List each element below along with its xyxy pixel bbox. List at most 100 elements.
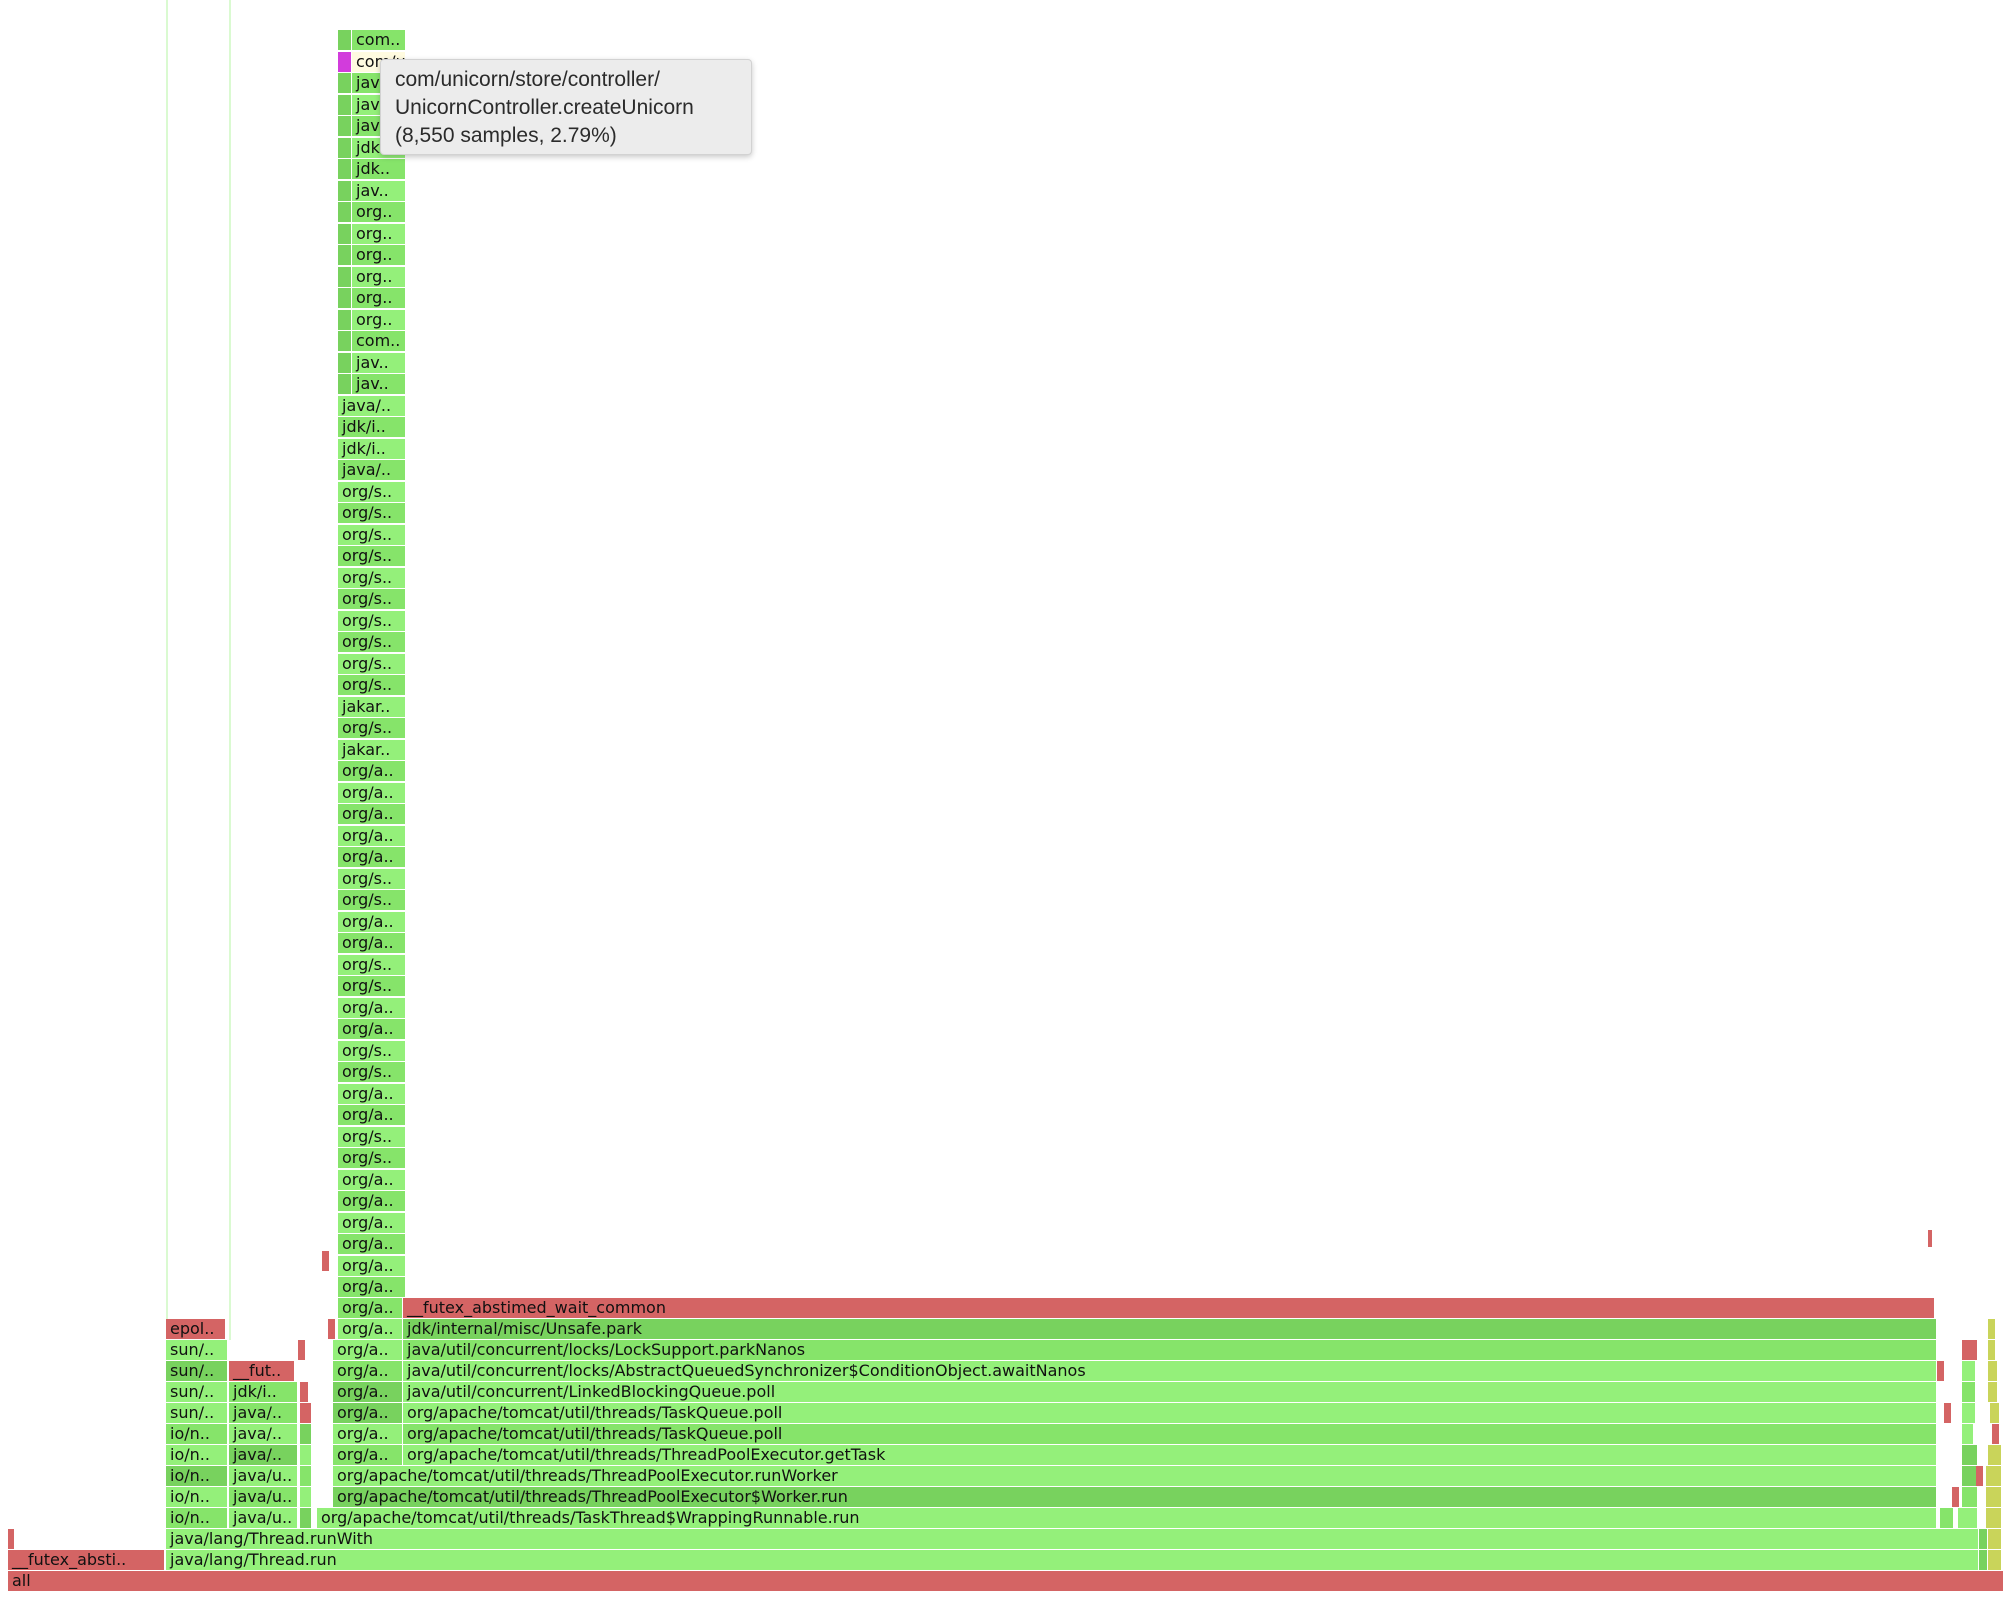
flame-frame-19[interactable]: org/apache/tomcat/util/threads/ThreadPoo…	[333, 1487, 1937, 1507]
flame-frame-45[interactable]: java/..	[229, 1403, 298, 1423]
flame-frame-59[interactable]: sun/..	[166, 1361, 228, 1381]
flame-frame-32[interactable]	[300, 1445, 312, 1465]
flame-frame-36[interactable]	[1988, 1445, 2002, 1465]
stack-frame-34[interactable]: org/s..	[338, 546, 406, 566]
flame-frame-25[interactable]	[300, 1466, 312, 1486]
flame-frame-72[interactable]: epol..	[166, 1319, 226, 1339]
stack-frame-4[interactable]: org/a..	[338, 1191, 406, 1211]
stack-frame-42[interactable]: jav..	[352, 374, 406, 394]
stack-frame-18[interactable]: org/s..	[338, 890, 406, 910]
stack-frame-26[interactable]: org/s..	[338, 718, 406, 738]
stack-frame-46[interactable]: org..	[352, 288, 406, 308]
flame-frame-75[interactable]: jdk/internal/misc/Unsafe.park	[403, 1319, 1937, 1339]
stack-frame-45[interactable]: org..	[352, 309, 406, 330]
flame-frame-5[interactable]	[8, 1529, 15, 1549]
flame-frame-79[interactable]	[1928, 1230, 1933, 1247]
flame-frame-37[interactable]: io/n..	[166, 1424, 228, 1444]
stack-frame-11[interactable]: org/s..	[338, 1040, 406, 1061]
flame-frame-31[interactable]: java/..	[229, 1445, 298, 1465]
stack-frame-5[interactable]: org/a..	[338, 1169, 406, 1190]
flame-frame-47[interactable]: org/a..	[333, 1403, 403, 1423]
flame-frame-77[interactable]: org/a..	[338, 1298, 403, 1318]
stack-frame-52[interactable]: jdk..	[352, 159, 406, 179]
flame-frame-65[interactable]	[1988, 1361, 1998, 1381]
stack-frame-22[interactable]: org/a..	[338, 804, 406, 824]
stack-frame-51[interactable]: jav..	[352, 180, 406, 201]
flame-frame-8[interactable]	[1988, 1529, 2002, 1549]
flame-frame-4[interactable]	[1988, 1550, 2002, 1570]
stack-frame-6[interactable]: org/s..	[338, 1148, 406, 1168]
flame-frame-22[interactable]	[1986, 1487, 2002, 1507]
flame-frame-9[interactable]: io/n..	[166, 1508, 228, 1528]
stack-frame-31[interactable]: org/s..	[338, 610, 406, 631]
flame-frame-73[interactable]	[328, 1319, 336, 1339]
stack-frame-8[interactable]: org/a..	[338, 1105, 406, 1125]
flame-frame-2[interactable]: java/lang/Thread.run	[166, 1550, 1979, 1570]
flame-frame-40[interactable]: org/a..	[333, 1424, 403, 1444]
flame-frame-39[interactable]	[300, 1424, 312, 1444]
flame-frame-49[interactable]	[1944, 1403, 1952, 1423]
flame-frame-46[interactable]	[300, 1403, 312, 1423]
flame-frame-14[interactable]	[1958, 1508, 1978, 1528]
stack-frame-58[interactable]: com..	[352, 30, 406, 50]
stack-frame-0[interactable]: org/a..	[338, 1277, 406, 1297]
stack-frame-16[interactable]: org/a..	[338, 933, 406, 953]
stack-frame-1[interactable]: org/a..	[338, 1255, 406, 1276]
flame-frame-70[interactable]	[1962, 1340, 1978, 1360]
flame-frame-51[interactable]	[1990, 1403, 2000, 1423]
flame-frame-34[interactable]: org/apache/tomcat/util/threads/ThreadPoo…	[403, 1445, 1937, 1465]
stack-frame-3[interactable]: org/a..	[338, 1212, 406, 1233]
stack-frame-49[interactable]: org..	[352, 223, 406, 244]
stack-frame-27[interactable]: jakar..	[338, 696, 406, 717]
flame-frame-54[interactable]	[300, 1382, 309, 1402]
stack-frame-23[interactable]: org/a..	[338, 782, 406, 803]
stack-frame-36[interactable]: org/s..	[338, 503, 406, 523]
stack-frame-15[interactable]: org/s..	[338, 954, 406, 975]
flame-frame-10[interactable]: java/u..	[229, 1508, 298, 1528]
stack-frame-37[interactable]: org/s..	[338, 481, 406, 502]
stack-frame-12[interactable]: org/a..	[338, 1019, 406, 1039]
flame-frame-1[interactable]: __futex_absti..	[8, 1550, 165, 1570]
stack-frame-48[interactable]: org..	[352, 245, 406, 265]
flame-frame-24[interactable]: java/u..	[229, 1466, 298, 1486]
flame-frame-30[interactable]: io/n..	[166, 1445, 228, 1465]
stack-frame-35[interactable]: org/s..	[338, 524, 406, 545]
flame-frame-58[interactable]	[1988, 1382, 1998, 1402]
stack-frame-40[interactable]: jdk/i..	[338, 417, 406, 437]
flame-frame-55[interactable]: org/a..	[333, 1382, 403, 1402]
stack-frame-25[interactable]: jakar..	[338, 739, 406, 760]
stack-frame-38[interactable]: java/..	[338, 460, 406, 480]
flame-frame-56[interactable]: java/util/concurrent/LinkedBlockingQueue…	[403, 1382, 1937, 1402]
flame-frame-6[interactable]: java/lang/Thread.runWith	[166, 1529, 1979, 1549]
stack-frame-24[interactable]: org/a..	[338, 761, 406, 781]
stack-frame-13[interactable]: org/a..	[338, 997, 406, 1018]
stack-frame-41[interactable]: java/..	[338, 395, 406, 416]
flame-frame-43[interactable]	[1992, 1424, 2000, 1444]
flame-frame-18[interactable]	[300, 1487, 312, 1507]
stack-frame-44[interactable]: com..	[352, 331, 406, 351]
flame-frame-12[interactable]: org/apache/tomcat/util/threads/TaskThrea…	[317, 1508, 1937, 1528]
flame-frame-62[interactable]: java/util/concurrent/locks/AbstractQueue…	[403, 1361, 1937, 1381]
flame-frame-21[interactable]	[1962, 1487, 1978, 1507]
flame-frame-41[interactable]: org/apache/tomcat/util/threads/TaskQueue…	[403, 1424, 1937, 1444]
flame-frame-64[interactable]	[1962, 1361, 1976, 1381]
flame-frame-80[interactable]	[322, 1251, 330, 1271]
flame-frame-78[interactable]: __futex_abstimed_wait_common	[403, 1298, 1935, 1318]
stack-frame-32[interactable]: org/s..	[338, 589, 406, 609]
flame-frame-35[interactable]	[1962, 1445, 1978, 1465]
stack-frame-47[interactable]: org..	[352, 266, 406, 287]
flame-frame-76[interactable]	[1988, 1319, 1996, 1339]
flame-frame-13[interactable]	[1940, 1508, 1954, 1528]
stack-frame-7[interactable]: org/s..	[338, 1126, 406, 1147]
flame-frame-28[interactable]	[1976, 1466, 1984, 1486]
stack-frame-43[interactable]: jav..	[352, 352, 406, 373]
flame-frame-44[interactable]: sun/..	[166, 1403, 228, 1423]
stack-frame-14[interactable]: org/s..	[338, 976, 406, 996]
flame-frame-3[interactable]	[1979, 1550, 1988, 1570]
flame-frame-17[interactable]: java/u..	[229, 1487, 298, 1507]
flame-frame-67[interactable]	[298, 1340, 306, 1360]
flame-frame-52[interactable]: sun/..	[166, 1382, 228, 1402]
stack-frame-33[interactable]: org/s..	[338, 567, 406, 588]
stack-frame-29[interactable]: org/s..	[338, 653, 406, 674]
stack-frame-50[interactable]: org..	[352, 202, 406, 222]
